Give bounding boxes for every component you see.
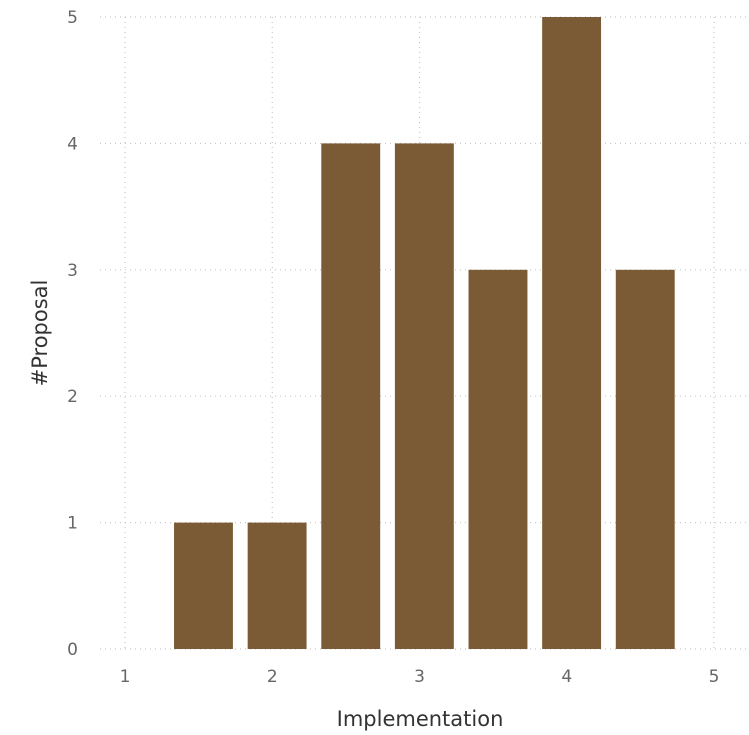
x-axis-ticks: 1 2 3 4 5 — [120, 667, 720, 687]
y-tick-label: 1 — [67, 514, 78, 534]
bar — [394, 143, 454, 649]
x-tick-label: 4 — [561, 667, 572, 687]
y-tick-label: 4 — [67, 134, 78, 154]
x-tick-label: 3 — [414, 667, 425, 687]
bar — [468, 269, 528, 649]
bar — [247, 522, 307, 649]
y-tick-label: 0 — [67, 640, 78, 660]
bar — [174, 522, 233, 649]
bar — [321, 143, 381, 649]
y-tick-label: 3 — [67, 261, 78, 281]
y-axis-ticks: 0 1 2 3 4 5 — [67, 8, 78, 660]
bar — [542, 17, 602, 649]
bar — [615, 269, 675, 649]
x-tick-label: 1 — [120, 667, 131, 687]
y-tick-label: 5 — [67, 8, 78, 28]
y-axis-title: #Proposal — [28, 280, 52, 387]
x-tick-label: 2 — [267, 667, 278, 687]
x-tick-label: 5 — [709, 667, 720, 687]
bars — [174, 17, 675, 649]
y-tick-label: 2 — [67, 387, 78, 407]
x-axis-title: Implementation — [337, 707, 504, 731]
